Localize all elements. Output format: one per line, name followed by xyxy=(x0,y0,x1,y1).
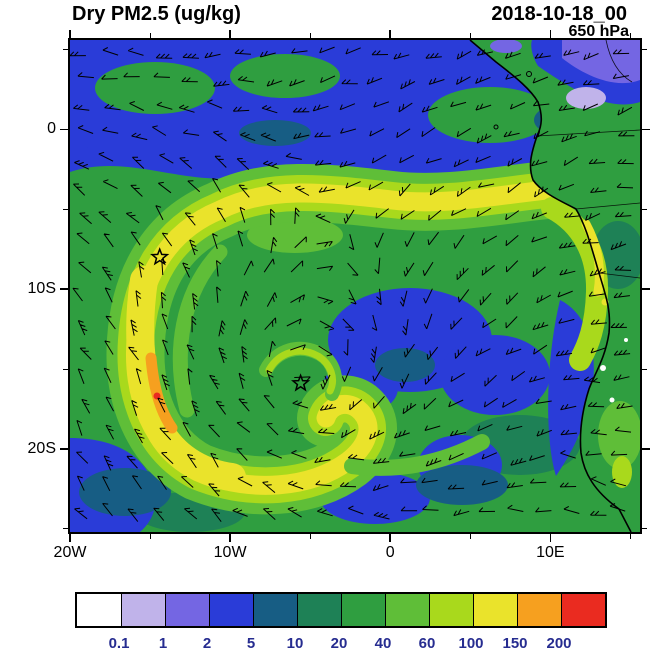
wind-barbs-layer xyxy=(70,46,635,523)
colorbar-label: 100 xyxy=(458,635,484,652)
colorbar-label: 5 xyxy=(246,635,256,652)
star-marker xyxy=(150,247,170,266)
y-axis-label: 0 xyxy=(47,120,56,138)
x-minor-tick xyxy=(629,534,631,539)
country-borders xyxy=(536,40,640,279)
x-major-tick xyxy=(389,30,391,38)
colorbar-label: 200 xyxy=(546,635,572,652)
colorbar-cell xyxy=(341,594,385,626)
y-minor-tick xyxy=(63,368,68,370)
colorbar-cell xyxy=(473,594,517,626)
x-minor-tick xyxy=(469,33,471,38)
x-major-tick xyxy=(69,534,71,542)
colorbar-label: 150 xyxy=(502,635,528,652)
colorbar-label: 40 xyxy=(374,635,392,652)
colorbar-label: 20 xyxy=(330,635,348,652)
y-minor-tick xyxy=(63,528,68,530)
x-minor-tick xyxy=(309,534,311,539)
x-minor-tick xyxy=(149,33,151,38)
coastal-plume-arm xyxy=(541,197,609,371)
colorbar-label: 2 xyxy=(202,635,212,652)
y-minor-tick xyxy=(63,208,68,210)
y-minor-tick xyxy=(642,49,647,51)
x-major-tick xyxy=(69,30,71,38)
y-axis-label: 10S xyxy=(27,280,56,298)
land-specks xyxy=(600,298,628,403)
wind-barbs xyxy=(70,46,635,523)
colorbar-label: 1 xyxy=(158,635,168,652)
x-major-tick xyxy=(549,30,552,38)
colorbar-label: 10 xyxy=(286,635,304,652)
y-axis-label: 20S xyxy=(27,439,56,457)
colorbar-cell xyxy=(121,594,165,626)
red-maximum xyxy=(153,392,161,400)
x-major-tick xyxy=(549,534,552,542)
chart-title: Dry PM2.5 (ug/kg) xyxy=(72,3,241,25)
colorbar-cell xyxy=(517,594,561,626)
y-major-tick xyxy=(642,128,650,131)
y-minor-tick xyxy=(63,49,68,51)
y-minor-tick xyxy=(642,368,647,370)
x-minor-tick xyxy=(469,534,471,539)
colorbar-cell xyxy=(385,594,429,626)
pressure-level-label: 650 hPa xyxy=(568,23,629,40)
smoke-plume-band xyxy=(106,157,640,515)
y-major-tick xyxy=(642,448,650,450)
x-axis-label: 20W xyxy=(53,544,87,561)
y-major-tick xyxy=(642,288,650,290)
markers-layer xyxy=(150,247,311,392)
colorbar-cell xyxy=(253,594,297,626)
x-axis-label: 0 xyxy=(385,544,395,561)
colorbar-label: 0.1 xyxy=(108,635,130,652)
x-axis-label: 10W xyxy=(213,544,247,561)
colorbar-cell xyxy=(77,594,121,626)
y-major-tick xyxy=(60,128,68,131)
islands xyxy=(493,71,532,130)
colorbar-cell xyxy=(209,594,253,626)
colorbar-cell xyxy=(297,594,341,626)
colorbar-cell xyxy=(429,594,473,626)
star-marker xyxy=(291,373,311,392)
colorbar-cell xyxy=(561,594,605,626)
chart-datetime: 2018-10-18_00 xyxy=(491,3,627,25)
x-minor-tick xyxy=(149,534,151,539)
y-minor-tick xyxy=(642,208,647,210)
colorbar xyxy=(75,592,607,628)
x-axis-label: 10E xyxy=(536,544,565,561)
y-major-tick xyxy=(60,448,68,450)
colorbar-label: 60 xyxy=(418,635,436,652)
x-major-tick xyxy=(389,534,391,542)
colorbar-cell xyxy=(165,594,209,626)
y-major-tick xyxy=(60,288,68,290)
pm25-map-canvas xyxy=(70,40,640,532)
x-minor-tick xyxy=(629,33,631,38)
x-major-tick xyxy=(229,534,231,542)
y-minor-tick xyxy=(642,528,647,530)
x-major-tick xyxy=(229,30,231,38)
x-minor-tick xyxy=(309,33,311,38)
coastline xyxy=(469,40,632,532)
